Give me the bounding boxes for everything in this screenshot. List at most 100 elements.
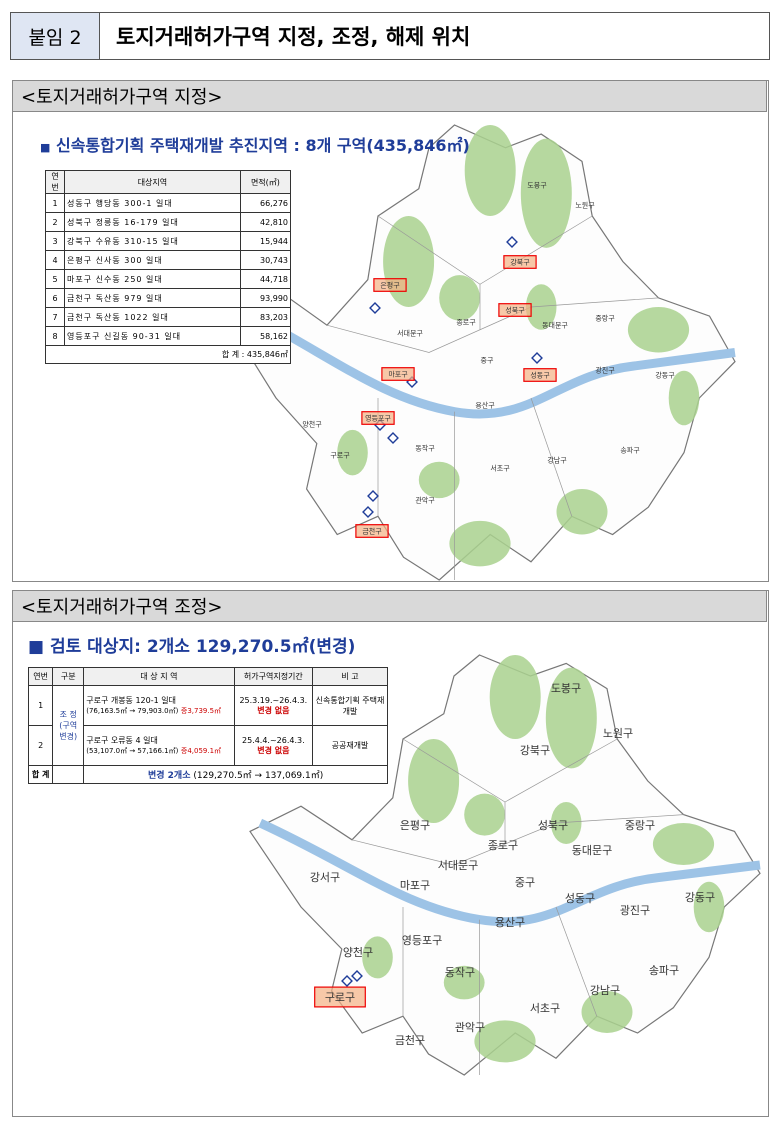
cell: 성북구 정릉동 16-179 일대 [64, 212, 241, 232]
district-label: 강동구 [685, 891, 715, 904]
period: 25.4.4.~26.4.3. [241, 735, 305, 745]
district-label: 강동구 [655, 370, 675, 379]
cell: 2 [45, 212, 65, 232]
col-header: 비 고 [312, 667, 388, 686]
increase: 증4,059.1㎡ [180, 747, 222, 755]
subtitle-text: 신속통합기획 주택재개발 추진지역 : 8개 구역(435,846㎡) [55, 136, 470, 155]
cell: 3 [45, 231, 65, 251]
district-label: 동작구 [415, 443, 435, 452]
cell: 42,810 [239, 212, 292, 232]
green-area [443, 965, 485, 1000]
total-count: 변경 2개소 [147, 771, 191, 781]
change: (53,107.0㎡ → 57,166.1㎡) [86, 747, 179, 755]
cell: 30,743 [239, 250, 292, 270]
cell: 금천구 독산동 1022 일대 [64, 307, 241, 327]
section-heading: <토지거래허가구역 지정> [12, 80, 767, 112]
district-label: 영등포구 [402, 934, 442, 947]
row: 5 마포구 신수동 250 일대 44,718 [45, 269, 292, 289]
district-label: 강북구 [520, 744, 550, 757]
status: 변경 없음 [257, 745, 290, 755]
district-label: 금천구 [395, 1033, 425, 1047]
cell: 66,276 [239, 193, 292, 213]
green-area [418, 461, 460, 499]
green-area [337, 429, 368, 476]
cell [52, 765, 85, 784]
section-subtitle: ■ 신속통합기획 주택재개발 추진지역 : 8개 구역(435,846㎡) [40, 136, 470, 155]
highlight-box [361, 411, 395, 425]
cell: 83,203 [239, 307, 292, 327]
green-area [550, 802, 582, 844]
district-label: 송파구 [649, 964, 679, 977]
green-area [581, 991, 633, 1033]
district-label: 광진구 [620, 904, 650, 917]
district-label: 동작구 [445, 966, 475, 979]
cell: 면적(㎡) [239, 170, 292, 194]
site-marker [387, 432, 399, 444]
green-area [408, 739, 460, 823]
area: 구로구 오류동 4 일대 [86, 736, 158, 745]
green-area [627, 307, 690, 353]
cell: 구로구 개봉동 120-1 일대 (76,163.5㎡ → 79,903.0㎡) … [83, 685, 235, 726]
highlight-box [355, 524, 389, 538]
district-label: 성동구 [565, 892, 595, 905]
district-label: 은평구 [380, 280, 400, 289]
district-label: 중구 [515, 876, 535, 889]
period: 25.3.19.~26.4.3. [239, 695, 308, 705]
district-border [555, 906, 598, 1017]
area: 구로구 개봉동 120-1 일대 [86, 696, 176, 705]
highlight-box [523, 368, 557, 382]
cell: 강북구 수유동 310-15 일대 [64, 231, 241, 251]
cell: 25.4.4.~26.4.3. 변경 없음 [233, 725, 314, 766]
green-area [545, 667, 597, 769]
header-title: 토지거래허가구역 지정, 조정, 해제 위치 [116, 25, 471, 49]
row: 연번 대상지역 면적(㎡) [45, 170, 292, 194]
district-label: 노원구 [603, 727, 633, 740]
green-area [464, 125, 516, 216]
cell: 1 [27, 685, 54, 726]
green-area [652, 823, 715, 865]
cell: 조 정 (구역 변경) [52, 685, 85, 766]
site-marker [367, 490, 379, 502]
green-area [525, 284, 557, 330]
district-border [530, 397, 573, 517]
district-label: 종로구 [456, 318, 476, 326]
highlight-box [314, 986, 366, 1008]
cell: 신속통합기획 주택재개발 [312, 685, 388, 726]
highlight-box [373, 278, 407, 292]
district-label: 중구 [481, 356, 494, 364]
section-subtitle: ■ 검토 대상지: 2개소 129,270.5㎡(변경) [28, 637, 356, 657]
cell: 58,162 [239, 326, 292, 346]
header-label: 붙임 2 [11, 13, 100, 59]
site-marker [362, 506, 374, 518]
adjustment-table: 연번 구분 대 상 지 역 허가구역지정기간 비 고 1 조 정 (구역 변경) 구로구… [27, 667, 388, 784]
site-marker [531, 352, 543, 364]
cell: 마포구 신수동 250 일대 [64, 269, 241, 289]
highlight-box [381, 367, 415, 381]
header: 붙임 2 토지거래허가구역 지정, 조정, 해제 위치 [10, 12, 770, 60]
district-label: 은평구 [400, 819, 430, 832]
designation-table: 연번 대상지역 면적(㎡) 1 성동구 행당동 300-1 일대 66,276 2 성북구 정… [45, 170, 292, 364]
district-label: 서초구 [490, 463, 510, 472]
status: 변경 없음 [257, 705, 290, 715]
district-label: 중랑구 [625, 819, 655, 832]
district-label: 구로구 [325, 991, 355, 1004]
row: 6 금천구 독산동 979 일대 93,990 [45, 288, 292, 308]
green-area [449, 520, 511, 567]
section-heading: <토지거래허가구역 조정> [12, 590, 767, 622]
district-label: 강남구 [590, 984, 620, 997]
district-label: 관악구 [455, 1021, 485, 1034]
cell: 8 [45, 326, 65, 346]
green-area [464, 793, 505, 836]
row: 7 금천구 독산동 1022 일대 83,203 [45, 307, 292, 327]
district-label: 도봉구 [527, 181, 547, 189]
district-label: 서초구 [530, 1002, 560, 1015]
district-label: 강남구 [547, 455, 567, 464]
green-area [693, 881, 725, 933]
cell: 44,718 [239, 269, 292, 289]
row: 2 성북구 정릉동 16-179 일대 42,810 [45, 212, 292, 232]
district-label: 서대문구 [438, 859, 478, 872]
green-area [520, 138, 572, 248]
cell: 1 [45, 193, 65, 213]
